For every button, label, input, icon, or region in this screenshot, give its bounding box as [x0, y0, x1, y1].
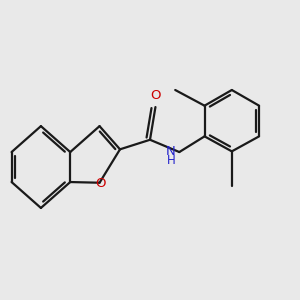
Text: N: N	[166, 145, 175, 158]
Text: O: O	[150, 88, 161, 102]
Text: H: H	[167, 154, 175, 167]
Text: O: O	[95, 177, 106, 190]
